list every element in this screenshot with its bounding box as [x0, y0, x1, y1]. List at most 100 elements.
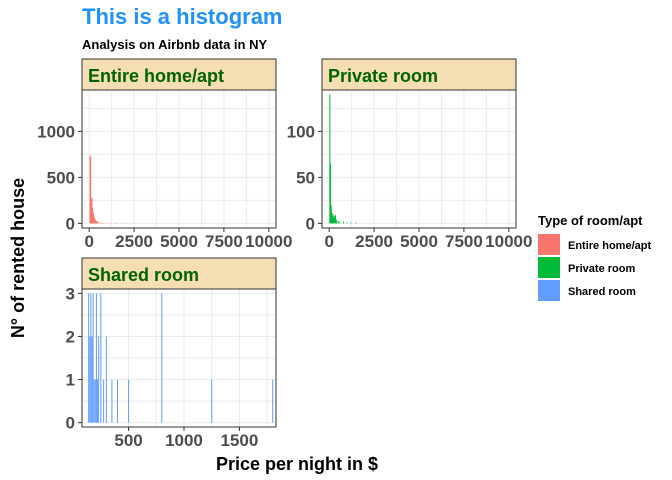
y-tick-label: 500: [47, 168, 75, 187]
histogram-bar: [93, 217, 95, 224]
histogram-bar: [133, 223, 135, 224]
histogram-bar: [92, 207, 94, 224]
histogram-bar: [331, 216, 333, 224]
x-axis-title: Price per night in $: [216, 454, 378, 474]
histogram-bar: [95, 220, 97, 224]
histogram-bar: [103, 222, 105, 224]
x-tick-label: 1000: [165, 431, 203, 450]
histogram-bars: [88, 293, 274, 423]
panel-border: [81, 288, 277, 428]
x-tick-label: 2500: [115, 232, 153, 251]
histogram-bar: [335, 219, 337, 224]
histogram-bar: [93, 379, 95, 423]
grid: [82, 90, 276, 228]
histogram-bar: [339, 221, 341, 224]
x-tick-label: 7500: [205, 232, 243, 251]
histogram-bar: [99, 222, 101, 224]
histogram-bar: [116, 379, 118, 423]
histogram-bar: [97, 379, 99, 423]
legend-label: Shared room: [568, 286, 636, 298]
histogram-bar: [272, 379, 274, 423]
legend-label: Private room: [568, 263, 635, 275]
y-tick-label: 3: [66, 284, 75, 303]
histogram-bar: [111, 379, 113, 423]
histogram-bar: [90, 157, 92, 224]
histogram-bar: [106, 222, 108, 224]
x-tick-label: 10000: [485, 232, 532, 251]
histogram-bar: [105, 336, 107, 423]
legend-label: Entire home/apt: [568, 240, 651, 252]
legend-key: [538, 234, 560, 255]
histogram-bar: [331, 212, 333, 224]
histogram-bar: [332, 214, 334, 224]
histogram-bar: [350, 222, 352, 224]
x-tick-label: 0: [84, 232, 93, 251]
histogram-bar: [93, 215, 95, 224]
y-tick-label: 100: [287, 122, 315, 141]
histogram-bar: [211, 379, 213, 423]
histogram-bar: [110, 223, 112, 224]
histogram-bar: [96, 221, 98, 224]
legend-key: [538, 257, 560, 278]
histogram-bar: [329, 94, 331, 224]
histogram-bar: [95, 221, 97, 224]
chart-title: This is a histogram: [82, 4, 283, 29]
histogram-bar: [91, 336, 93, 423]
histogram-bars: [329, 94, 357, 224]
y-tick-label: 2: [66, 327, 75, 346]
histogram-bar: [330, 163, 332, 224]
histogram-bar: [90, 293, 92, 423]
y-tick-label: 1: [66, 371, 75, 390]
histogram-bar: [330, 205, 332, 224]
facet-panel: Private room 0 50 100 0 2500 5000 7500 10000: [287, 58, 532, 251]
x-tick-label: 500: [114, 431, 142, 450]
x-tick-label: 0: [324, 232, 333, 251]
histogram-bar: [95, 293, 97, 423]
x-tick-label: 10000: [245, 232, 292, 251]
grid: [322, 90, 516, 228]
histogram-bar: [94, 379, 96, 423]
y-tick-label: 0: [306, 214, 315, 233]
histogram-bar: [94, 219, 96, 224]
facet-strip: [321, 58, 517, 91]
histogram-bar: [98, 336, 100, 423]
y-tick-label: 0: [66, 214, 75, 233]
grid: [82, 289, 276, 427]
chart-subtitle: Analysis on Airbnb data in NY: [82, 37, 268, 52]
histogram-bar: [103, 379, 105, 423]
histogram-bar: [91, 197, 93, 224]
histogram-bar: [161, 293, 163, 423]
histogram-bar: [334, 216, 336, 224]
histogram-bar: [115, 223, 117, 224]
histogram-bar: [124, 223, 126, 224]
x-tick-label: 2500: [355, 232, 393, 251]
histogram-bars: [89, 155, 135, 224]
y-tick-label: 50: [296, 168, 315, 187]
histogram-bar: [343, 221, 345, 224]
histogram-bar: [334, 215, 336, 224]
histogram-bar: [92, 212, 94, 224]
y-axis-title: N° of rented house: [8, 178, 28, 338]
x-tick-label: 5000: [400, 232, 438, 251]
histogram-bar: [92, 293, 94, 423]
facet-strip: [81, 257, 277, 290]
legend: Type of room/apt Entire home/apt Private …: [538, 213, 651, 301]
histogram-bar: [100, 293, 102, 423]
legend-key: [538, 280, 560, 301]
histogram-bar: [355, 222, 357, 224]
histogram-bar: [90, 199, 92, 224]
x-tick-label: 7500: [445, 232, 483, 251]
y-tick-label: 0: [66, 414, 75, 433]
x-tick-label: 5000: [160, 232, 198, 251]
histogram-bar: [346, 222, 348, 224]
facet-strip-label: Private room: [328, 66, 438, 86]
y-tick-label: 1000: [37, 122, 75, 141]
facet-strip-label: Shared room: [88, 265, 199, 285]
histogram-bar: [101, 222, 103, 224]
histogram-bar: [97, 222, 99, 224]
histogram-bar: [128, 379, 130, 423]
facet-strip: [81, 58, 277, 91]
x-tick-label: 1500: [221, 431, 259, 450]
